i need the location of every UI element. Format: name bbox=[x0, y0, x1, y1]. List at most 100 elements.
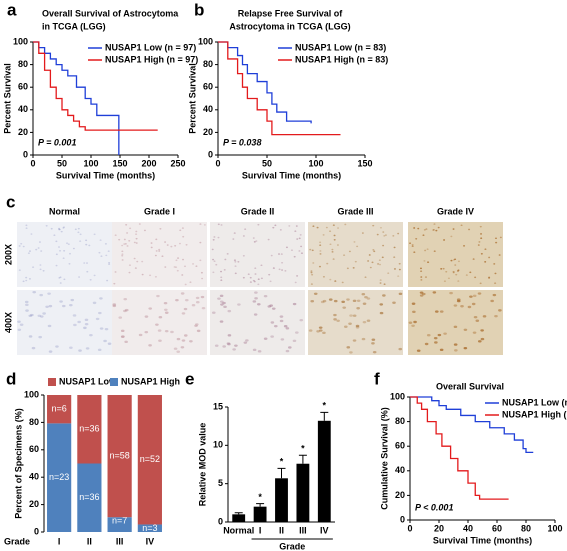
cell bbox=[53, 234, 56, 237]
x-tick-label: 80 bbox=[521, 523, 531, 533]
panel-label: a bbox=[7, 0, 17, 19]
cell bbox=[112, 304, 117, 308]
cell bbox=[332, 258, 335, 260]
cell bbox=[440, 268, 443, 270]
cell bbox=[62, 257, 65, 260]
cell bbox=[58, 227, 61, 230]
survival-curve bbox=[410, 396, 534, 453]
cell bbox=[494, 314, 498, 318]
chart-title: Overall Survival of Astrocytoma bbox=[42, 8, 179, 18]
cell bbox=[66, 242, 69, 245]
micrograph bbox=[308, 222, 403, 287]
cell bbox=[452, 271, 455, 274]
cell bbox=[203, 224, 206, 226]
x-axis-label: Grade bbox=[4, 536, 30, 546]
cell bbox=[420, 276, 423, 278]
cell bbox=[392, 235, 395, 237]
cell bbox=[310, 271, 313, 274]
cell bbox=[39, 293, 43, 297]
cell bbox=[274, 224, 277, 227]
cell bbox=[331, 248, 334, 251]
cell bbox=[356, 245, 359, 248]
cell bbox=[161, 255, 164, 258]
cell bbox=[467, 305, 472, 309]
cell bbox=[371, 338, 376, 341]
cell bbox=[257, 350, 262, 353]
cell bbox=[450, 235, 453, 238]
error-bar bbox=[298, 454, 307, 464]
cell bbox=[237, 260, 240, 263]
cell bbox=[263, 294, 268, 298]
y-tick-label: 100 bbox=[198, 36, 213, 46]
cell bbox=[408, 321, 413, 324]
cell bbox=[245, 339, 249, 342]
cell bbox=[299, 318, 304, 322]
cell bbox=[141, 273, 144, 276]
cell bbox=[252, 279, 255, 282]
cell bbox=[121, 259, 124, 261]
bar-segment bbox=[47, 423, 72, 532]
cell bbox=[362, 302, 367, 305]
cell bbox=[382, 244, 385, 247]
cell bbox=[121, 250, 124, 253]
cell bbox=[480, 337, 485, 341]
cell bbox=[107, 342, 112, 345]
cell bbox=[108, 263, 111, 265]
cell bbox=[77, 227, 80, 230]
cell bbox=[200, 295, 205, 299]
y-tick-label: 60 bbox=[18, 82, 28, 92]
cell bbox=[62, 227, 65, 229]
y-tick-label: 60 bbox=[203, 82, 213, 92]
cell bbox=[214, 344, 219, 347]
cell bbox=[364, 296, 368, 299]
cell bbox=[233, 259, 236, 261]
cell bbox=[25, 227, 28, 229]
cell bbox=[219, 320, 224, 323]
x-tick-label: 100 bbox=[308, 158, 323, 168]
cell bbox=[296, 275, 299, 277]
x-tick-label: I bbox=[58, 536, 61, 546]
cell bbox=[99, 297, 103, 300]
cell bbox=[189, 281, 192, 283]
cell bbox=[177, 257, 180, 259]
cell bbox=[398, 268, 401, 271]
bar-segment bbox=[107, 395, 132, 518]
cell bbox=[413, 320, 417, 324]
y-tick-label: 20 bbox=[395, 490, 405, 500]
cell bbox=[337, 227, 340, 229]
cell bbox=[310, 300, 315, 303]
legend-swatch bbox=[110, 378, 118, 386]
cell bbox=[495, 241, 498, 244]
cell bbox=[379, 279, 382, 281]
cell bbox=[379, 311, 384, 315]
cell bbox=[217, 297, 221, 300]
y-tick-label: 80 bbox=[395, 416, 405, 426]
cell bbox=[383, 283, 386, 286]
cell bbox=[192, 263, 195, 265]
cell bbox=[182, 235, 185, 238]
cell bbox=[482, 315, 487, 318]
count-label: n=36 bbox=[79, 424, 99, 434]
cell bbox=[454, 349, 458, 352]
cell bbox=[136, 260, 139, 263]
cell bbox=[150, 246, 153, 249]
cell bbox=[255, 240, 258, 242]
cell bbox=[471, 302, 476, 306]
x-axis-label: Survival Time (months) bbox=[242, 170, 341, 180]
y-axis-label: Cumulative Survival (%) bbox=[379, 407, 389, 510]
cell bbox=[426, 248, 429, 250]
micrograph bbox=[17, 222, 112, 287]
cell bbox=[465, 274, 468, 276]
cell bbox=[336, 244, 339, 246]
cell bbox=[45, 224, 48, 227]
cell bbox=[257, 278, 260, 280]
cell bbox=[346, 267, 349, 270]
cell bbox=[232, 348, 236, 351]
cell bbox=[322, 299, 327, 303]
cell bbox=[331, 251, 334, 253]
cell bbox=[31, 346, 36, 350]
cell bbox=[298, 250, 301, 252]
cell bbox=[133, 257, 136, 260]
cell bbox=[453, 325, 458, 329]
cell bbox=[124, 243, 127, 245]
